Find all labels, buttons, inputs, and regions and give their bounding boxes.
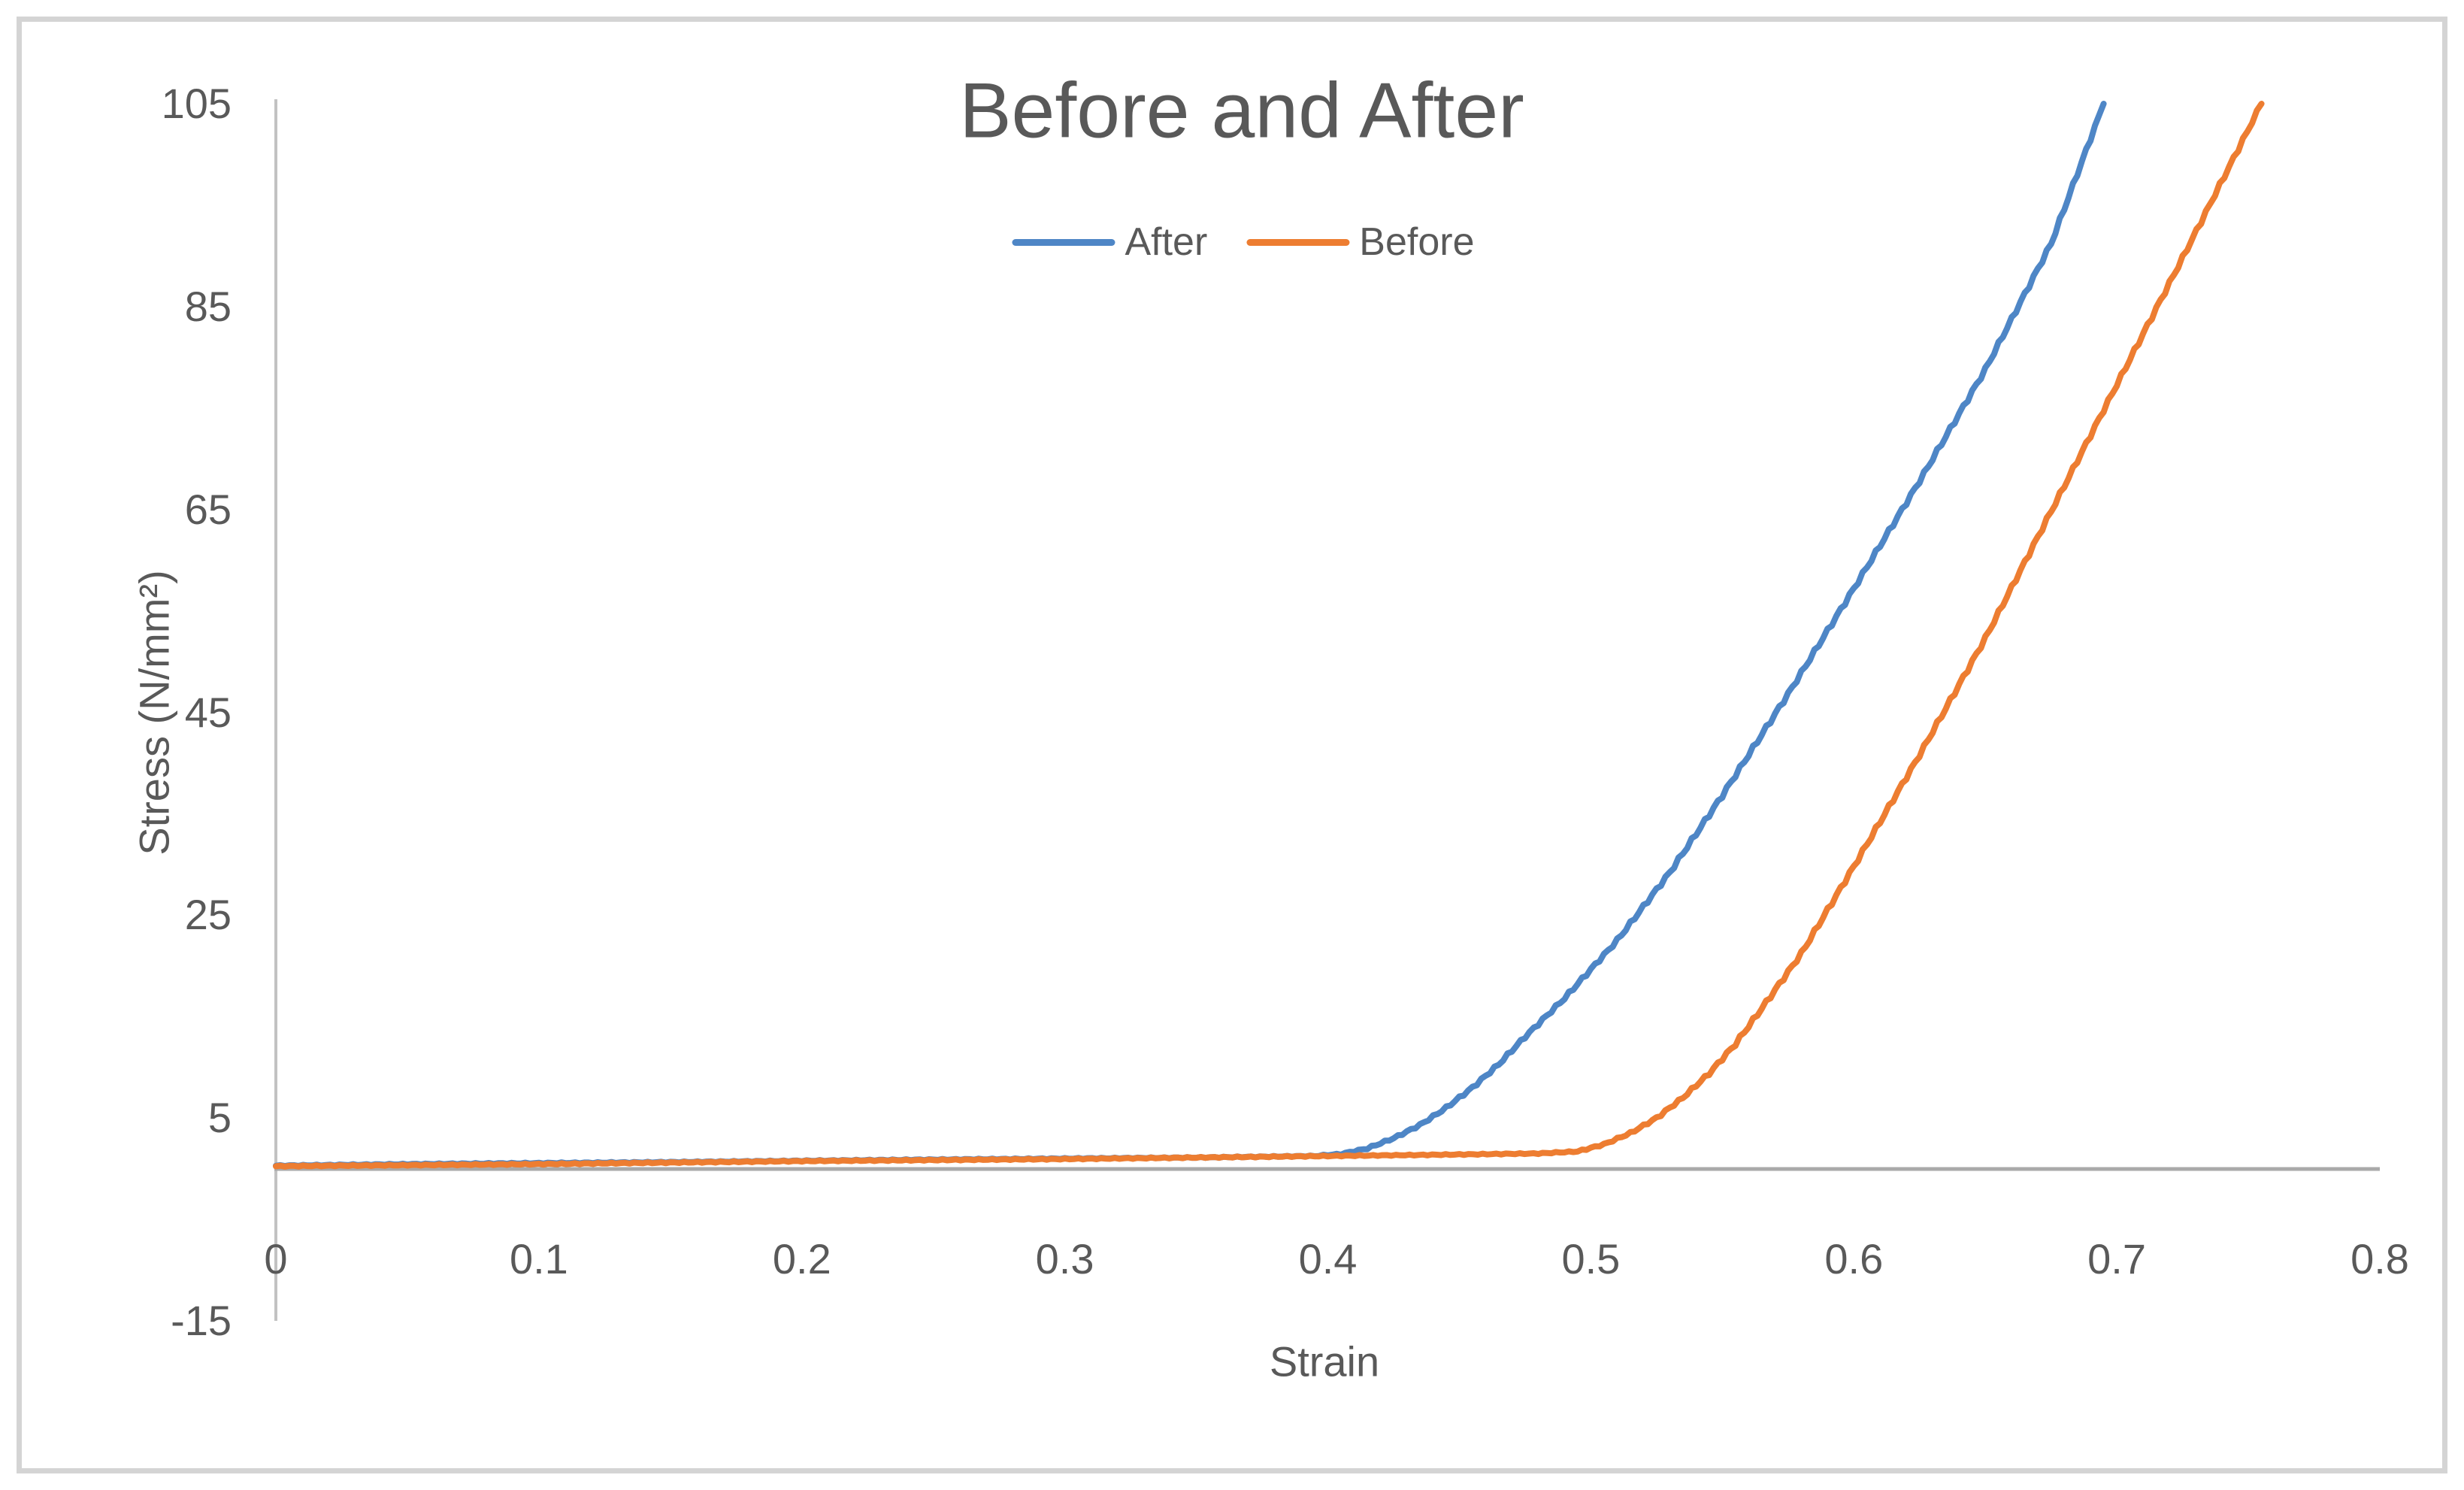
x-tick-label-0.8: 0.8 bbox=[2350, 1235, 2409, 1283]
before-legend-swatch-icon bbox=[1246, 238, 1350, 246]
after-legend-label: After bbox=[1125, 220, 1208, 264]
legend-item-before: Before bbox=[1246, 220, 1475, 265]
y-tick-label-65: 65 bbox=[184, 485, 232, 533]
legend-item-after: After bbox=[1012, 220, 1207, 265]
x-axis-title: Strain bbox=[1269, 1337, 1380, 1386]
y-tick-label-105: 105 bbox=[161, 80, 232, 127]
x-tick-label-0.4: 0.4 bbox=[1298, 1235, 1358, 1283]
legend: After Before bbox=[1012, 220, 1475, 265]
before-legend-label: Before bbox=[1359, 220, 1475, 264]
y-tick-label-85: 85 bbox=[184, 282, 232, 330]
x-tick-label-0.5: 0.5 bbox=[1561, 1235, 1621, 1283]
y-tick-label--15: -15 bbox=[171, 1297, 232, 1344]
chart-title: Before and After bbox=[959, 67, 1524, 155]
x-tick-label-0.7: 0.7 bbox=[2087, 1235, 2147, 1283]
y-tick-label-5: 5 bbox=[207, 1094, 232, 1142]
x-tick-label-0.1: 0.1 bbox=[509, 1235, 568, 1283]
x-tick-label-0.3: 0.3 bbox=[1035, 1235, 1094, 1283]
y-tick-label-25: 25 bbox=[184, 891, 232, 939]
x-tick-label-0.2: 0.2 bbox=[772, 1235, 831, 1283]
y-tick-label-45: 45 bbox=[184, 688, 232, 736]
x-tick-label-0: 0 bbox=[264, 1235, 288, 1283]
before-series-line bbox=[273, 101, 2265, 1170]
x-tick-label-0.6: 0.6 bbox=[1824, 1235, 1884, 1283]
after-legend-swatch-icon bbox=[1012, 238, 1115, 246]
